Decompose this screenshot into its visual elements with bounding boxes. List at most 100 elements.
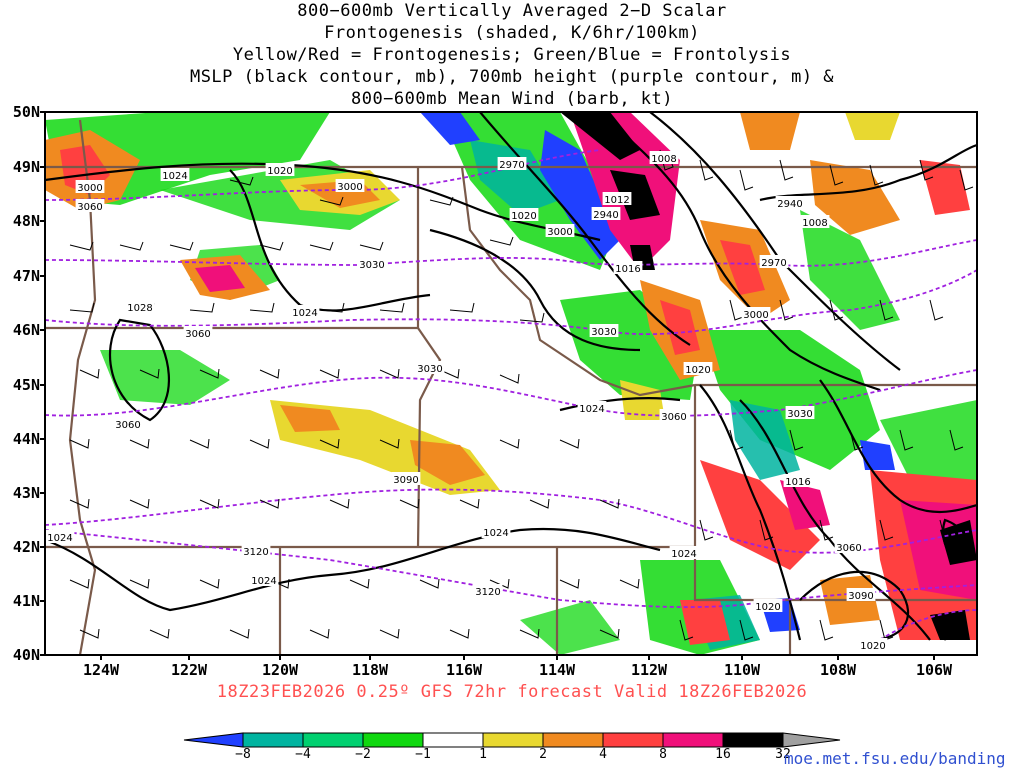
height-contour-label: 2970 [761,258,786,269]
lat-label: 50N [12,103,40,121]
mslp-label-bg [613,261,643,274]
colorbar-swatch [602,732,664,748]
title-line-4: MSLP (black contour, mb), 700mb height (… [189,67,835,87]
height-label-bg [659,409,689,422]
height-label-bg [775,196,805,209]
plot-frame [44,111,978,656]
height-label-bg [834,540,864,553]
mslp-label-bg [669,546,699,559]
lon-label: 112W [630,661,668,679]
colorbar-label: 16 [715,747,731,762]
lat-label: 44N [12,430,40,448]
height-contour-label: 3090 [393,475,418,486]
height-contour-label: 3060 [661,412,686,423]
height-contour-label: 3000 [337,182,362,193]
height-label-bg [75,199,105,212]
contour-value-labels: 1020 1024 1024 1028 1024 1020 1012 1016 1008 1008… [45,151,888,652]
colorbar-swatch [302,732,364,748]
height-contour-label: 3060 [836,543,861,554]
mslp-label-bg [683,362,713,375]
height-contour-label: 3000 [743,310,768,321]
mslp-contour-label: 1020 [685,365,710,376]
lat-label: 40N [12,646,40,664]
credit-link[interactable]: moe.met.fsu.edu/banding [784,749,1006,768]
height-label-bg [741,307,771,320]
height-label-bg [589,324,619,337]
colorbar-swatch [782,732,841,748]
colorbar-label: 8 [659,747,667,762]
colorbar-swatch [183,732,244,748]
mslp-contour-label: 1024 [579,404,604,415]
colorbar-swatch [722,732,784,748]
lat-label: 45N [12,376,40,394]
lon-label: 124W [82,661,120,679]
colorbar-label: −2 [355,747,371,762]
height-contour-label: 3030 [417,364,442,375]
lon-label: 114W [538,661,576,679]
forecast-valid-time: 18Z23FEB2026 0.25º GFS 72hr forecast Val… [216,682,808,702]
mslp-contour-label: 1020 [511,211,536,222]
mslp-contour-label: 1028 [127,303,152,314]
lon-label: 118W [351,661,389,679]
height-label-bg [473,584,503,597]
mslp-contour-label: 1020 [755,602,780,613]
lon-label: 122W [170,661,208,679]
lat-label: 41N [12,592,40,610]
height-contour-label: 2940 [593,210,618,221]
mslp-label-bg [160,168,190,181]
height-contour-label: 3030 [359,260,384,271]
lat-label: 48N [12,212,40,230]
mslp-label-bg [45,530,75,543]
colorbar-swatch [362,732,424,748]
mslp-label-bg [290,305,320,318]
mslp-label-bg [858,638,888,651]
height-label-bg [113,417,143,430]
height-contour-label: 3060 [185,329,210,340]
colorbar-swatch [662,732,724,748]
colorbar-label: −8 [235,747,251,762]
height-contour-label: 3090 [848,591,873,602]
title-line-5: 800−600mb Mean Wind (barb, kt) [350,89,674,109]
height-label-bg [391,472,421,485]
height-contour-label: 3000 [77,183,102,194]
mslp-contour-label: 1020 [267,166,292,177]
colorbar-label: 2 [539,747,547,762]
colorbar-swatch [542,732,604,748]
mslp-label-bg [265,163,295,176]
map-title: 800−600mb Vertically Averaged 2−D Scalar… [0,0,1024,110]
mslp-contour-label: 1024 [483,528,508,539]
mslp-contour-label: 1024 [47,533,72,544]
lat-label: 46N [12,321,40,339]
title-line-2: Frontogenesis (shaded, K/6hr/100km) [324,23,700,43]
height-label-bg [183,326,213,339]
height-contour-label: 3060 [77,202,102,213]
height-contour-label: 2940 [777,199,802,210]
mslp-contour-label: 1008 [651,154,676,165]
lon-label: 110W [723,661,761,679]
mslp-label-bg [602,192,632,205]
height-contour-label: 3030 [787,409,812,420]
height-label-bg [497,157,527,170]
colorbar-swatch [482,732,544,748]
colorbar-swatch [422,732,484,748]
mslp-contour-label: 1024 [162,171,187,182]
height-label-bg [846,588,876,601]
colorbar-label: 32 [775,747,791,762]
height-contour-label: 3120 [475,587,500,598]
mslp-label-bg [800,215,830,228]
lat-label: 47N [12,267,40,285]
height-label-bg [759,255,789,268]
wind-barbs [69,149,974,641]
lon-label: 108W [819,661,857,679]
lat-label: 43N [12,484,40,502]
lon-label: 116W [445,661,483,679]
height-contour-label: 3060 [115,420,140,431]
colorbar [183,732,841,748]
mslp-contour-label: 1012 [604,195,629,206]
height-label-bg [357,257,387,270]
height-label-bg [415,361,445,374]
height-label-bg [591,207,621,220]
height-label-bg [335,179,365,192]
colorbar-swatch [242,732,304,748]
